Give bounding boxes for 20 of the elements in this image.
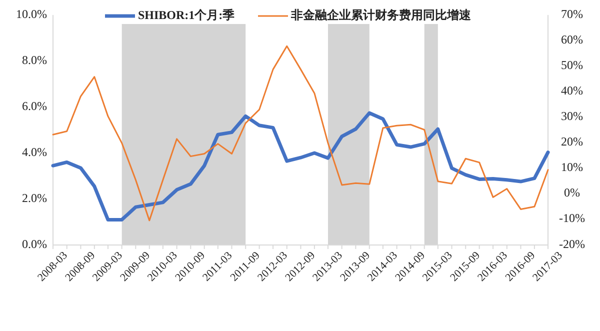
y-tick-label: 6.0%: [22, 98, 47, 113]
y-tick-label: 2.0%: [22, 190, 47, 205]
y2-tick-label: 60%: [561, 32, 583, 46]
y2-tick-label: -10%: [559, 211, 585, 226]
y2-tick-label: 40%: [561, 83, 583, 98]
y2-tick-label: 10%: [561, 160, 583, 174]
y-tick-label: 10.0%: [16, 6, 47, 21]
legend-label: SHIBOR:1个月:季: [138, 8, 236, 22]
y2-tick-label: 20%: [561, 134, 583, 149]
line-series: [52, 45, 549, 222]
y2-tick-label: -20%: [559, 236, 585, 251]
y2-tick-label: 70%: [561, 6, 583, 21]
y2-tick-label: 50%: [561, 58, 583, 72]
y-tick-label: 0.0%: [22, 236, 47, 251]
y-tick-label: 4.0%: [22, 144, 47, 159]
y2-tick-label: 30%: [561, 108, 583, 123]
y-tick-label: 8.0%: [22, 52, 47, 67]
line-series: [51, 111, 550, 222]
legend-label: 非金融企业累计财务费用同比增速: [290, 8, 472, 22]
y2-tick-label: 0%: [564, 186, 580, 200]
